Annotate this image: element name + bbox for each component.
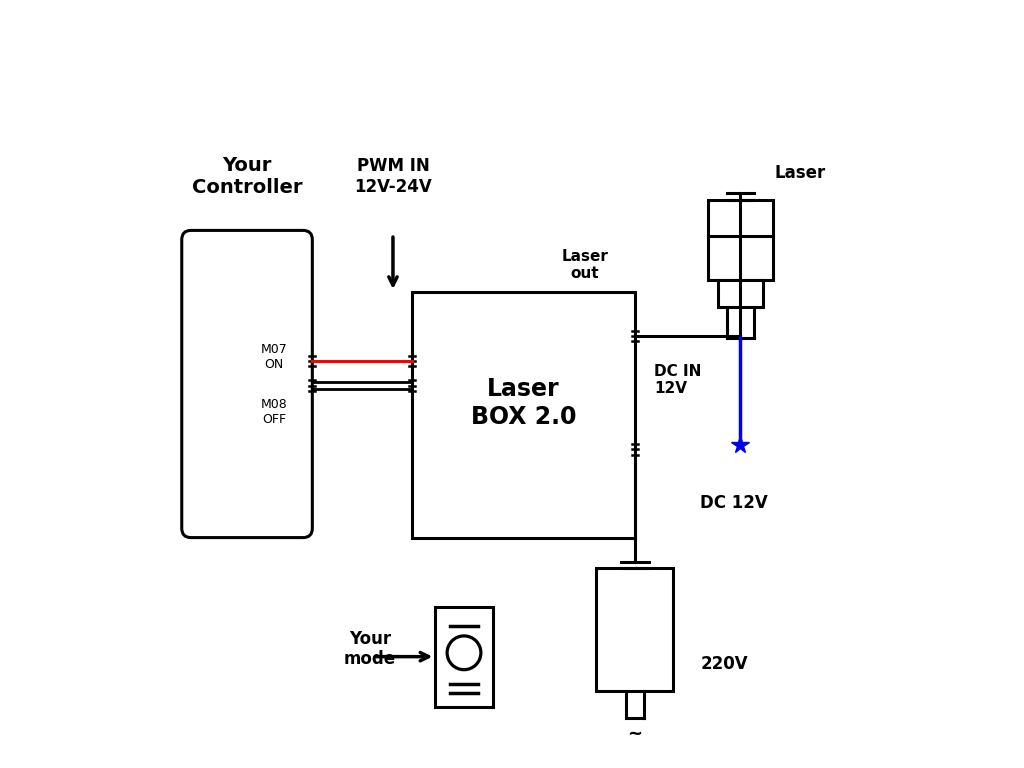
Bar [412, 292, 635, 538]
Text: DC 12V: DC 12V [700, 494, 768, 512]
Text: PWM IN
12V-24V: PWM IN 12V-24V [354, 157, 432, 196]
Text: Laser
BOX 2.0: Laser BOX 2.0 [471, 377, 577, 429]
Bar [596, 568, 674, 691]
Bar [708, 200, 773, 280]
FancyBboxPatch shape [182, 230, 312, 538]
Bar [435, 607, 493, 707]
Bar [718, 280, 763, 307]
Text: M08
OFF: M08 OFF [260, 399, 288, 426]
Text: Your
Controller: Your Controller [191, 156, 302, 197]
Text: M07
ON: M07 ON [260, 343, 288, 371]
Text: Laser
out: Laser out [561, 249, 608, 281]
Text: Your
mode: Your mode [344, 630, 396, 668]
Text: Laser: Laser [774, 164, 825, 182]
Text: ~: ~ [628, 724, 642, 743]
Text: 220V: 220V [700, 655, 748, 674]
Text: DC IN
12V: DC IN 12V [654, 364, 701, 396]
